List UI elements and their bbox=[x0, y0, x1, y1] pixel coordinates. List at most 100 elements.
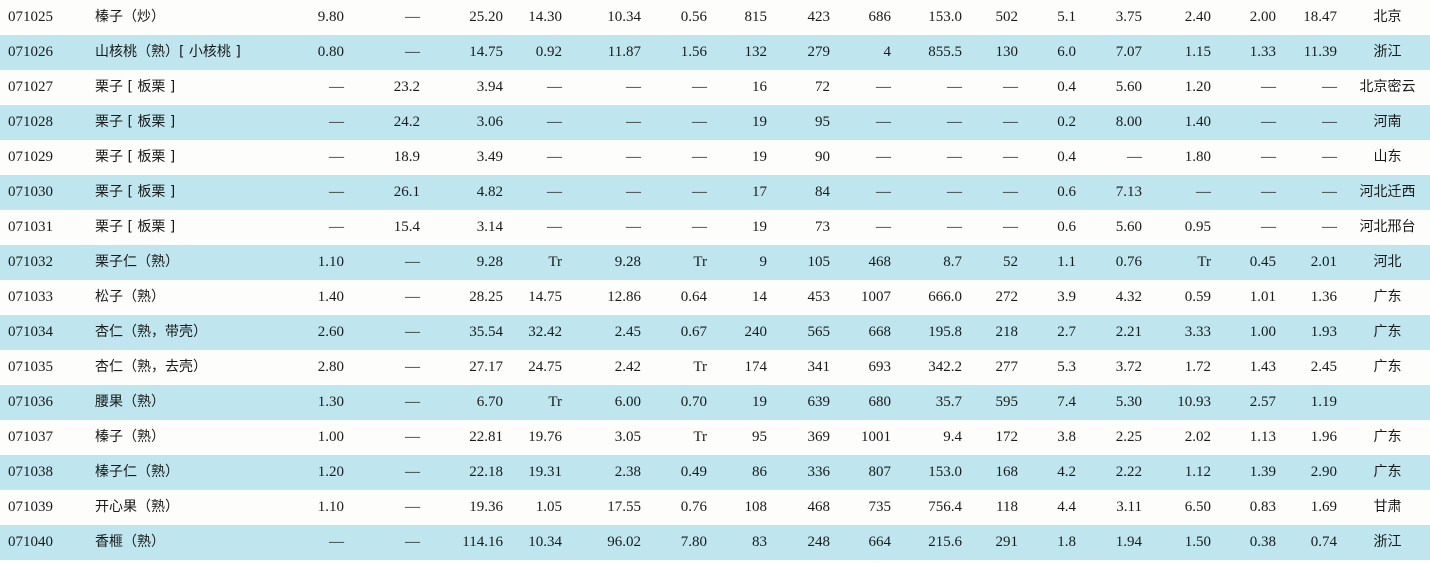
value-cell: — bbox=[1322, 149, 1337, 165]
value-cell: 35.7 bbox=[935, 394, 962, 410]
value-cell: 5.60 bbox=[1115, 79, 1142, 95]
value-cell: — bbox=[405, 324, 420, 340]
value-cell: Tr bbox=[693, 254, 707, 270]
value-cell: — bbox=[547, 219, 562, 235]
table-row: 071028 栗子 [ 板栗 ] — 24.2 3.06 — — — 19 95 — — — 0.2 8.0… bbox=[0, 105, 1430, 140]
value-cell: 3.8 bbox=[1057, 429, 1076, 445]
origin-cell: 广东 bbox=[1373, 464, 1402, 480]
value-cell: 1.50 bbox=[1184, 534, 1211, 550]
value-cell: 14 bbox=[752, 289, 767, 305]
value-cell: 96.02 bbox=[607, 534, 641, 550]
value-cell: 2.42 bbox=[614, 359, 641, 375]
item-code: 071031 bbox=[8, 219, 53, 235]
value-cell: 3.06 bbox=[476, 114, 503, 130]
value-cell: — bbox=[876, 114, 891, 130]
value-cell: 9 bbox=[759, 254, 768, 270]
value-cell: 0.59 bbox=[1184, 289, 1211, 305]
value-cell: 686 bbox=[868, 9, 892, 25]
value-cell: 1.12 bbox=[1184, 464, 1211, 480]
value-cell: 2.45 bbox=[1310, 359, 1337, 375]
table-row: 071029 栗子 [ 板栗 ] — 18.9 3.49 — — — 19 90 — — — 0.4 — 1.… bbox=[0, 140, 1430, 175]
food-name: 松子（熟） bbox=[95, 289, 165, 305]
value-cell: 6.50 bbox=[1184, 499, 1211, 515]
value-cell: — bbox=[1003, 114, 1018, 130]
value-cell: 17.55 bbox=[607, 499, 641, 515]
value-cell: 10.34 bbox=[528, 534, 562, 550]
origin-cell: 山东 bbox=[1373, 149, 1402, 165]
value-cell: 0.76 bbox=[1115, 254, 1142, 270]
value-cell: Tr bbox=[548, 254, 562, 270]
value-cell: — bbox=[405, 44, 420, 60]
value-cell: 468 bbox=[868, 254, 892, 270]
value-cell: 174 bbox=[744, 359, 768, 375]
origin-cell bbox=[1345, 385, 1430, 420]
value-cell: 19.31 bbox=[528, 464, 562, 480]
value-cell: 565 bbox=[807, 324, 831, 340]
value-cell: 3.94 bbox=[476, 79, 503, 95]
value-cell: 18.47 bbox=[1303, 9, 1337, 25]
origin-cell: 浙江 bbox=[1373, 534, 1402, 550]
table-row: 071033 松子（熟） 1.40 — 28.25 14.75 12.86 0.64 14 453… bbox=[0, 280, 1430, 315]
value-cell: 1.80 bbox=[1184, 149, 1211, 165]
value-cell: 83 bbox=[752, 534, 767, 550]
value-cell: 0.70 bbox=[680, 394, 707, 410]
value-cell: 807 bbox=[868, 464, 892, 480]
value-cell: 8.7 bbox=[943, 254, 962, 270]
value-cell: 4 bbox=[883, 44, 892, 60]
item-code: 071038 bbox=[8, 464, 53, 480]
value-cell: 132 bbox=[744, 44, 768, 60]
value-cell: 2.40 bbox=[1184, 9, 1211, 25]
value-cell: 2.22 bbox=[1115, 464, 1142, 480]
value-cell: 5.3 bbox=[1057, 359, 1076, 375]
item-code: 071037 bbox=[8, 429, 53, 445]
value-cell: 3.49 bbox=[476, 149, 503, 165]
value-cell: 17 bbox=[752, 184, 767, 200]
origin-cell: 北京 bbox=[1373, 9, 1402, 25]
value-cell: 277 bbox=[995, 359, 1019, 375]
value-cell: 1.43 bbox=[1249, 359, 1276, 375]
value-cell: 0.76 bbox=[680, 499, 707, 515]
value-cell: — bbox=[1003, 184, 1018, 200]
value-cell: 4.32 bbox=[1115, 289, 1142, 305]
origin-cell: 河北邢台 bbox=[1359, 219, 1416, 235]
value-cell: 26.1 bbox=[393, 184, 420, 200]
value-cell: — bbox=[947, 184, 962, 200]
value-cell: 9.4 bbox=[943, 429, 962, 445]
value-cell: 19 bbox=[752, 219, 767, 235]
value-cell: 7.07 bbox=[1115, 44, 1142, 60]
value-cell: — bbox=[1261, 79, 1276, 95]
value-cell: — bbox=[876, 219, 891, 235]
table-row: 071037 榛子（熟） 1.00 — 22.81 19.76 3.05 Tr 95 369 100… bbox=[0, 420, 1430, 455]
value-cell: — bbox=[692, 114, 707, 130]
value-cell: 272 bbox=[995, 289, 1019, 305]
value-cell: 1.8 bbox=[1057, 534, 1076, 550]
value-cell: 0.45 bbox=[1249, 254, 1276, 270]
value-cell: 14.75 bbox=[528, 289, 562, 305]
value-cell: — bbox=[547, 114, 562, 130]
item-code: 071028 bbox=[8, 114, 53, 130]
value-cell: — bbox=[692, 219, 707, 235]
value-cell: 22.81 bbox=[469, 429, 503, 445]
origin-cell: 广东 bbox=[1373, 359, 1402, 375]
value-cell: 172 bbox=[995, 429, 1019, 445]
value-cell: 86 bbox=[752, 464, 767, 480]
value-cell: — bbox=[947, 79, 962, 95]
origin-cell: 浙江 bbox=[1373, 44, 1402, 60]
value-cell: 11.87 bbox=[607, 44, 641, 60]
item-code: 071033 bbox=[8, 289, 53, 305]
value-cell: — bbox=[876, 79, 891, 95]
value-cell: — bbox=[405, 359, 420, 375]
value-cell: 1.40 bbox=[317, 289, 344, 305]
value-cell: — bbox=[405, 534, 420, 550]
value-cell: 639 bbox=[807, 394, 831, 410]
value-cell: 10.34 bbox=[607, 9, 641, 25]
value-cell: 0.92 bbox=[535, 44, 562, 60]
value-cell: 218 bbox=[995, 324, 1019, 340]
food-name: 栗子 [ 板栗 ] bbox=[95, 79, 176, 95]
origin-cell: 广东 bbox=[1373, 429, 1402, 445]
value-cell: 1.30 bbox=[317, 394, 344, 410]
table-row: 071035 杏仁（熟，去壳） 2.80 — 27.17 24.75 2.42 Tr 174 34… bbox=[0, 350, 1430, 385]
value-cell: — bbox=[1261, 184, 1276, 200]
value-cell: 11.39 bbox=[1303, 44, 1337, 60]
value-cell: 105 bbox=[807, 254, 831, 270]
